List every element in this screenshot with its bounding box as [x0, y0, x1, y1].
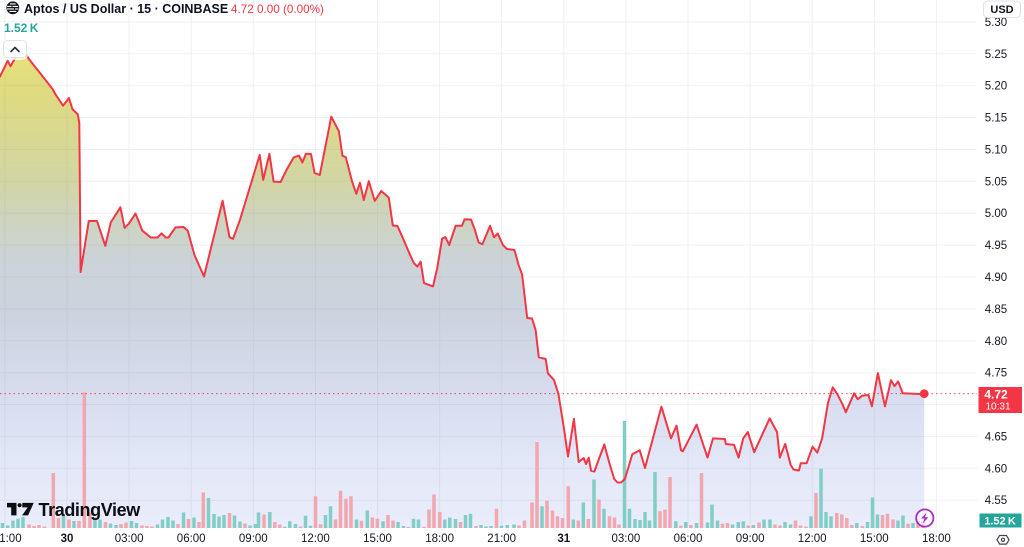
svg-text:4.90: 4.90 [985, 272, 1007, 284]
svg-text:4.72 0.00 (0.00%): 4.72 0.00 (0.00%) [231, 3, 324, 16]
svg-text:12:00: 12:00 [798, 533, 827, 545]
svg-text:06:00: 06:00 [177, 533, 206, 545]
svg-text:21:00: 21:00 [0, 533, 22, 545]
svg-text:Aptos / US Dollar · 15 · COINB: Aptos / US Dollar · 15 · COINBASE [24, 2, 228, 16]
svg-text:TradingView: TradingView [39, 500, 142, 520]
svg-text:4.75: 4.75 [985, 368, 1007, 380]
svg-text:4.55: 4.55 [985, 495, 1007, 507]
svg-text:5.25: 5.25 [985, 49, 1007, 61]
svg-text:4.80: 4.80 [985, 336, 1007, 348]
svg-text:09:00: 09:00 [239, 533, 268, 545]
svg-text:30: 30 [61, 533, 74, 545]
svg-text:1.52 K: 1.52 K [984, 516, 1016, 528]
svg-text:5.20: 5.20 [985, 81, 1007, 93]
svg-text:03:00: 03:00 [115, 533, 144, 545]
svg-text:03:00: 03:00 [612, 533, 641, 545]
svg-text:09:00: 09:00 [736, 533, 765, 545]
svg-text:15:00: 15:00 [363, 533, 392, 545]
svg-text:31: 31 [557, 533, 570, 545]
svg-text:06:00: 06:00 [674, 533, 703, 545]
svg-text:5.30: 5.30 [985, 17, 1007, 29]
svg-text:5.00: 5.00 [985, 208, 1007, 220]
svg-text:15:00: 15:00 [860, 533, 889, 545]
svg-text:5.05: 5.05 [985, 176, 1007, 188]
svg-text:18:00: 18:00 [425, 533, 454, 545]
svg-text:1.52 K: 1.52 K [4, 21, 39, 35]
svg-text:12:00: 12:00 [301, 533, 330, 545]
svg-text:21:00: 21:00 [487, 533, 516, 545]
svg-text:10:31: 10:31 [985, 402, 1010, 413]
svg-text:4.95: 4.95 [985, 240, 1007, 252]
svg-text:5.10: 5.10 [985, 145, 1007, 157]
svg-text:USD: USD [990, 4, 1013, 16]
svg-text:4.65: 4.65 [985, 431, 1007, 443]
svg-text:18:00: 18:00 [922, 533, 951, 545]
svg-text:4.72: 4.72 [984, 388, 1008, 402]
svg-text:4.60: 4.60 [985, 463, 1007, 475]
svg-text:5.15: 5.15 [985, 113, 1007, 125]
svg-text:4.85: 4.85 [985, 304, 1007, 316]
